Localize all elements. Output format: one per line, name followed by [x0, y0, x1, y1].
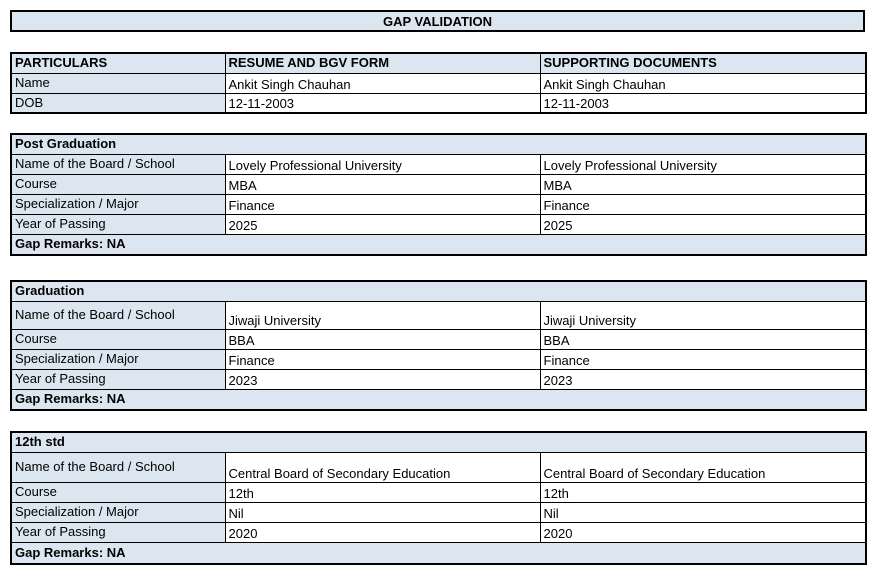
row-label-specialization: Specialization / Major — [10, 193, 226, 215]
twelfth-std-table: 12th std Name of the Board / School Cent… — [10, 431, 867, 565]
resume-value-dob: 12-11-2003 — [224, 92, 541, 114]
supporting-value-year-of-passing: 2020 — [539, 521, 867, 543]
section-header-row: Graduation — [10, 280, 867, 302]
resume-value-year-of-passing: 2023 — [224, 368, 541, 390]
post-graduation-table: Post Graduation Name of the Board / Scho… — [10, 133, 867, 256]
table-row: Name of the Board / School Central Board… — [10, 451, 867, 483]
table-row: Course BBA BBA — [10, 328, 867, 350]
resume-value-year-of-passing: 2025 — [224, 213, 541, 235]
row-label-course: Course — [10, 481, 226, 503]
resume-value-name: Ankit Singh Chauhan — [224, 72, 541, 94]
gap-remarks-row: Gap Remarks: NA — [10, 233, 867, 256]
table-row: Year of Passing 2020 2020 — [10, 521, 867, 543]
gap-remarks: Gap Remarks: NA — [10, 388, 867, 411]
column-header-resume-bgv: RESUME AND BGV FORM — [224, 52, 541, 74]
supporting-value-course: BBA — [539, 328, 867, 350]
row-label-specialization: Specialization / Major — [10, 501, 226, 523]
resume-value-course: MBA — [224, 173, 541, 195]
table-row: Specialization / Major Nil Nil — [10, 501, 867, 523]
supporting-value-course: MBA — [539, 173, 867, 195]
table-row: Specialization / Major Finance Finance — [10, 348, 867, 370]
page-title-text: GAP VALIDATION — [382, 13, 493, 29]
supporting-value-specialization: Nil — [539, 501, 867, 523]
supporting-value-course: 12th — [539, 481, 867, 503]
supporting-value-specialization: Finance — [539, 193, 867, 215]
table-row: Name of the Board / School Jiwaji Univer… — [10, 300, 867, 330]
row-label-board-school: Name of the Board / School — [10, 300, 226, 330]
supporting-value-board-school: Lovely Professional University — [539, 153, 867, 175]
supporting-value-dob: 12-11-2003 — [539, 92, 867, 114]
table-row: DOB 12-11-2003 12-11-2003 — [10, 92, 867, 114]
gap-remarks: Gap Remarks: NA — [10, 541, 867, 565]
resume-value-course: 12th — [224, 481, 541, 503]
section-title: Graduation — [10, 280, 867, 302]
row-label-year-of-passing: Year of Passing — [10, 521, 226, 543]
gap-remarks-row: Gap Remarks: NA — [10, 541, 867, 565]
section-header-row: 12th std — [10, 431, 867, 453]
row-label-year-of-passing: Year of Passing — [10, 368, 226, 390]
resume-value-specialization: Finance — [224, 193, 541, 215]
table-row: Specialization / Major Finance Finance — [10, 193, 867, 215]
resume-value-course: BBA — [224, 328, 541, 350]
page-title: GAP VALIDATION — [10, 10, 865, 32]
row-label-name: Name — [10, 72, 226, 94]
supporting-value-specialization: Finance — [539, 348, 867, 370]
section-title: Post Graduation — [10, 133, 867, 155]
resume-value-specialization: Nil — [224, 501, 541, 523]
gap-remarks: Gap Remarks: NA — [10, 233, 867, 256]
particulars-table: PARTICULARS RESUME AND BGV FORM SUPPORTI… — [10, 52, 867, 114]
resume-value-board-school: Lovely Professional University — [224, 153, 541, 175]
resume-value-specialization: Finance — [224, 348, 541, 370]
supporting-value-board-school: Jiwaji University — [539, 300, 867, 330]
graduation-table: Graduation Name of the Board / School Ji… — [10, 280, 867, 411]
table-row: Year of Passing 2025 2025 — [10, 213, 867, 235]
row-label-course: Course — [10, 173, 226, 195]
supporting-value-board-school: Central Board of Secondary Education — [539, 451, 867, 483]
supporting-value-name: Ankit Singh Chauhan — [539, 72, 867, 94]
table-row: Year of Passing 2023 2023 — [10, 368, 867, 390]
section-header-row: Post Graduation — [10, 133, 867, 155]
supporting-value-year-of-passing: 2025 — [539, 213, 867, 235]
column-header-supporting-docs: SUPPORTING DOCUMENTS — [539, 52, 867, 74]
table-row: Course 12th 12th — [10, 481, 867, 503]
resume-value-board-school: Central Board of Secondary Education — [224, 451, 541, 483]
gap-remarks-row: Gap Remarks: NA — [10, 388, 867, 411]
table-row: Name of the Board / School Lovely Profes… — [10, 153, 867, 175]
supporting-value-year-of-passing: 2023 — [539, 368, 867, 390]
row-label-specialization: Specialization / Major — [10, 348, 226, 370]
row-label-course: Course — [10, 328, 226, 350]
resume-value-board-school: Jiwaji University — [224, 300, 541, 330]
row-label-year-of-passing: Year of Passing — [10, 213, 226, 235]
column-header-particulars: PARTICULARS — [10, 52, 226, 74]
row-label-board-school: Name of the Board / School — [10, 153, 226, 175]
particulars-header-row: PARTICULARS RESUME AND BGV FORM SUPPORTI… — [10, 52, 867, 74]
section-title: 12th std — [10, 431, 867, 453]
row-label-dob: DOB — [10, 92, 226, 114]
resume-value-year-of-passing: 2020 — [224, 521, 541, 543]
row-label-board-school: Name of the Board / School — [10, 451, 226, 483]
table-row: Name Ankit Singh Chauhan Ankit Singh Cha… — [10, 72, 867, 94]
table-row: Course MBA MBA — [10, 173, 867, 195]
